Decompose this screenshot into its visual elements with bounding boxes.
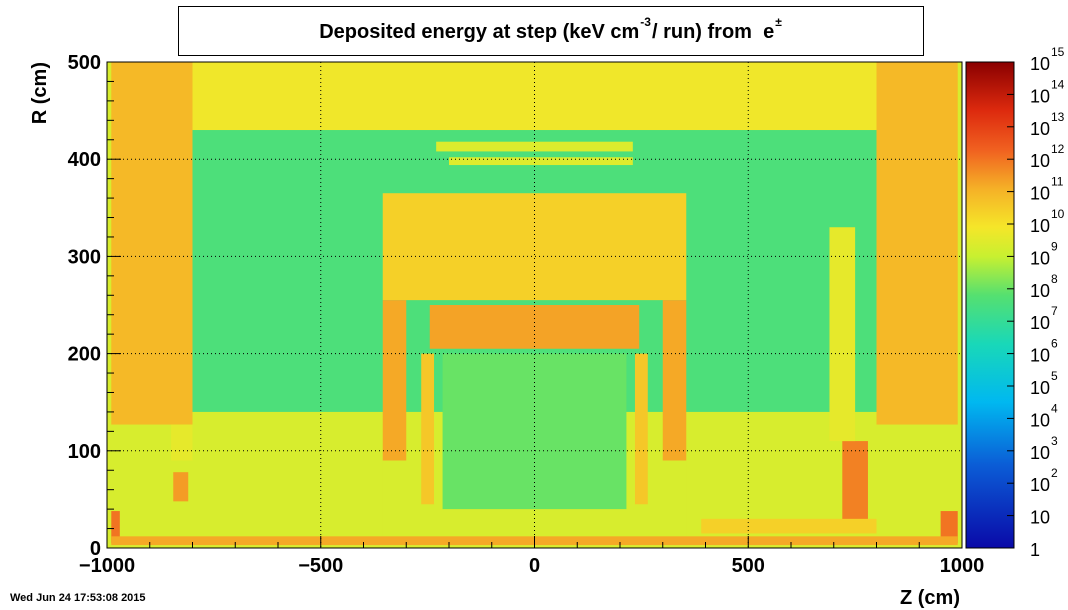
x-tick-label: 1000 xyxy=(940,555,985,577)
x-tick-label: −500 xyxy=(298,555,343,577)
colorbar-label: 10 xyxy=(1030,475,1050,495)
heatmap-region xyxy=(192,62,877,131)
y-tick-label: 300 xyxy=(68,246,101,268)
chart-title-box: Deposited energy at step (keV cm-3/ run)… xyxy=(178,6,924,56)
heatmap-region xyxy=(421,353,435,505)
timestamp: Wed Jun 24 17:53:08 2015 xyxy=(10,592,146,604)
colorbar-label: 1 xyxy=(1030,540,1040,560)
colorbar-label-exponent: 5 xyxy=(1051,369,1058,383)
chart-title: Deposited energy at step (keV cm-3/ run)… xyxy=(179,15,923,44)
colorbar-label: 10 xyxy=(1030,119,1050,139)
title-text-middle: / run) from xyxy=(651,21,752,43)
heatmap-region xyxy=(442,353,627,510)
colorbar-label: 10 xyxy=(1030,86,1050,106)
y-axis-label: R (cm) xyxy=(29,62,51,124)
colorbar-label: 10 xyxy=(1030,216,1050,236)
y-tick-label: 200 xyxy=(68,344,101,366)
colorbar-label-exponent: 7 xyxy=(1051,304,1058,318)
colorbar xyxy=(965,61,1015,549)
grid xyxy=(107,62,962,548)
colorbar-label-exponent: 10 xyxy=(1051,207,1065,221)
y-tick-label: 0 xyxy=(90,538,101,560)
x-tick-label: 0 xyxy=(529,555,540,577)
colorbar-label: 10 xyxy=(1030,184,1050,204)
y-tick-label: 400 xyxy=(68,149,101,171)
heatmap-region xyxy=(111,511,120,544)
heatmap-region xyxy=(111,62,193,425)
colorbar-label: 10 xyxy=(1030,54,1050,74)
colorbar-label: 10 xyxy=(1030,443,1050,463)
colorbar-label-exponent: 15 xyxy=(1051,45,1065,59)
title-exponent: -3 xyxy=(640,15,651,29)
axes: −1000 −500 0 500 1000 0 100 200 300 400 500 xyxy=(68,52,985,577)
colorbar-label-exponent: 6 xyxy=(1051,337,1058,351)
colorbar-label-exponent: 3 xyxy=(1051,434,1058,448)
colorbar-label: 10 xyxy=(1030,346,1050,366)
colorbar-label: 10 xyxy=(1030,248,1050,268)
y-tick-label: 100 xyxy=(68,441,101,463)
heatmap-region xyxy=(662,300,687,461)
colorbar-labels: 1101021031041051061071081091010101110121… xyxy=(1007,45,1065,560)
y-tick-label: 500 xyxy=(68,52,101,74)
heatmap-region xyxy=(171,424,193,461)
colorbar-label: 10 xyxy=(1030,410,1050,430)
colorbar-label-exponent: 4 xyxy=(1051,401,1058,415)
colorbar-label: 10 xyxy=(1030,151,1050,171)
heatmap-region xyxy=(449,157,633,166)
colorbar-label-exponent: 11 xyxy=(1051,175,1064,189)
x-tick-label: 500 xyxy=(732,555,765,577)
colorbar-label-exponent: 12 xyxy=(1051,142,1065,156)
colorbar-label: 10 xyxy=(1030,281,1050,301)
heatmap-region xyxy=(829,227,856,442)
colorbar-label-exponent: 14 xyxy=(1051,77,1065,91)
heatmap-region xyxy=(842,441,868,529)
heatmap-region xyxy=(940,511,958,544)
colorbar-label: 10 xyxy=(1030,313,1050,333)
colorbar-label: 10 xyxy=(1030,508,1050,528)
colorbar-label-exponent: 9 xyxy=(1051,239,1058,253)
colorbar-label-exponent: 2 xyxy=(1051,466,1058,480)
x-tick-label: −1000 xyxy=(79,555,135,577)
x-axis-label: Z (cm) xyxy=(900,587,960,609)
heatmap-region xyxy=(876,62,958,425)
title-particle-charge: ± xyxy=(775,15,782,29)
title-text: Deposited energy at step (keV cm xyxy=(319,21,640,43)
colorbar-label: 10 xyxy=(1030,378,1050,398)
colorbar-label-exponent: 8 xyxy=(1051,272,1058,286)
title-particle: e xyxy=(763,21,775,43)
colorbar-label-exponent: 13 xyxy=(1051,110,1065,124)
heatmap-region xyxy=(382,300,407,461)
heatmap-region xyxy=(634,353,648,505)
heatmap-region xyxy=(701,518,877,534)
heatmap-region xyxy=(173,472,189,502)
